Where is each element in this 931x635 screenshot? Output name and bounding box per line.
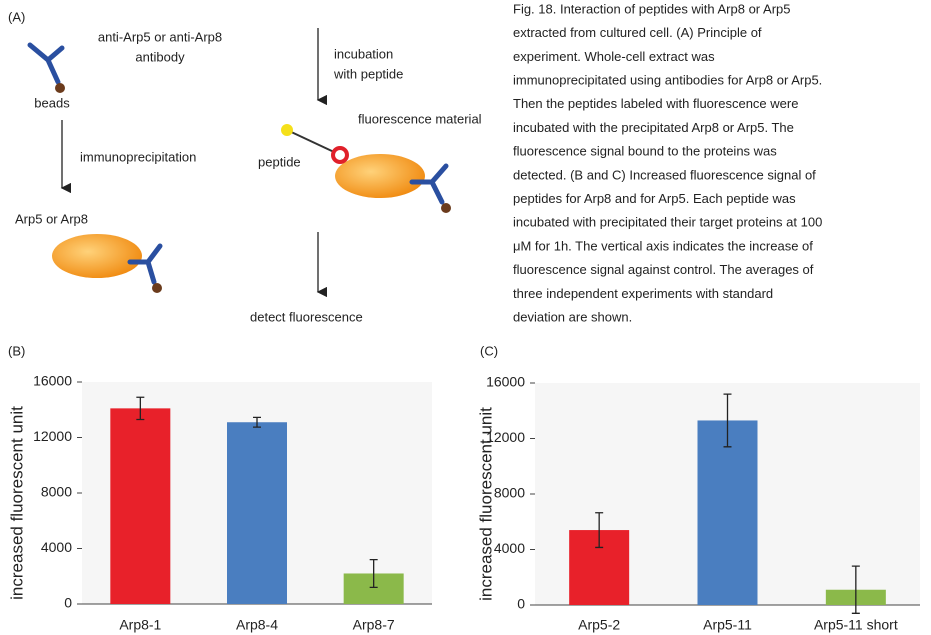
x-tick-label: Arp5-11 [703,617,752,633]
fluor-dot [281,124,293,136]
caption: Fig. 18. Interaction of peptides with Ar… [513,1,822,324]
antibody-label: anti-Arp5 or anti-Arp8 [98,29,222,44]
x-tick-label: Arp5-11 short [814,617,898,633]
target-label: Arp5 or Arp8 [15,211,88,226]
caption-line: detected. (B and C) Increased fluorescen… [513,167,816,182]
antibody-icon [30,45,62,82]
y-tick-label: 4000 [494,540,525,556]
x-tick-label: Arp5-2 [578,617,620,633]
caption-line: deviation are shown. [513,310,632,325]
y-axis-label: increased fluorescent unit [7,406,26,600]
caption-line: immunoprecipitated using antibodies for … [513,73,822,88]
step-label: detect fluorescence [250,309,363,324]
x-tick-label: Arp8-7 [353,617,395,633]
caption-line: extracted from cultured cell. (A) Princi… [513,25,762,40]
y-tick-label: 4000 [41,539,72,555]
step-label: immunoprecipitation [80,149,196,164]
y-tick-label: 8000 [41,484,72,500]
panel-a: (A) anti-Arp5 or anti-Arp8 antibody bead… [8,9,482,324]
caption-line: three independent experiments with stand… [513,286,773,301]
caption-line: Then the peptides labeled with fluoresce… [513,96,798,111]
step-label: incubation [334,46,393,61]
caption-line: Fig. 18. Interaction of peptides with Ar… [513,1,791,16]
bar [110,408,170,604]
caption-line: μM for 1h. The vertical axis indicates t… [513,238,813,253]
panel-label: (C) [480,343,498,358]
x-tick-label: Arp8-4 [236,617,278,633]
caption-line: incubated with precipitated their target… [513,215,822,230]
y-tick-label: 16000 [33,373,72,389]
bead [152,283,162,293]
panel-label: (B) [8,343,25,358]
bead [55,83,65,93]
antibody-label: antibody [135,49,185,64]
caption-line: incubated with the precipitated Arp8 or … [513,120,794,135]
fluor-label: fluorescence material [358,111,482,126]
protein [335,154,425,198]
caption-line: experiment. Whole-cell extract was [513,49,715,64]
bar [698,420,758,605]
caption-line: fluorescence signal bound to the protein… [513,144,777,159]
y-tick-label: 0 [517,596,525,612]
peptide-label: peptide [258,154,301,169]
peptide-ring [333,148,347,162]
y-tick-label: 12000 [33,428,72,444]
bar [227,422,287,604]
y-tick-label: 0 [64,595,72,611]
bead [441,203,451,213]
linker [287,130,334,152]
x-tick-label: Arp8-1 [119,617,161,633]
step-label: with peptide [333,66,403,81]
figure: (A) anti-Arp5 or anti-Arp8 antibody bead… [0,0,931,635]
caption-line: fluorescence signal against control. The… [513,262,814,277]
y-tick-label: 8000 [494,485,525,501]
panel-label: (A) [8,9,25,24]
protein [52,234,142,278]
y-tick-label: 16000 [486,374,525,390]
y-tick-label: 12000 [486,429,525,445]
caption-line: peptides for Arp8 and for Arp5. Each pep… [513,191,796,206]
beads-label: beads [34,95,70,110]
